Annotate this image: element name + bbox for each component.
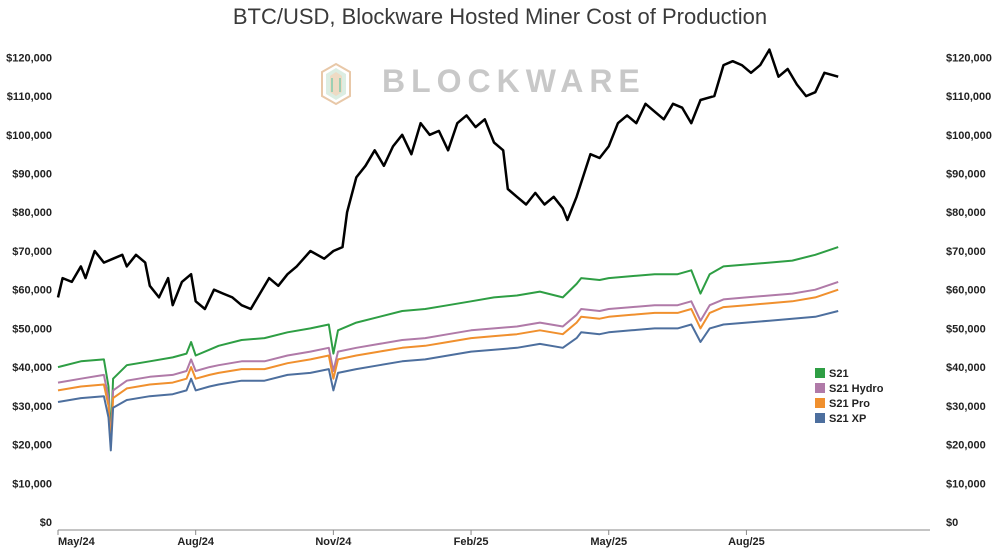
legend-label: S21 XP [829,413,866,425]
y-tick-label-right: $100,000 [946,130,992,142]
y-tick-label-left: $120,000 [6,52,52,64]
y-tick-label-right: $60,000 [946,285,986,297]
series-line-btc [56,48,839,311]
x-tick-label: May/25 [590,536,627,548]
y-tick-label-right: $120,000 [946,52,992,64]
blockware-logo-icon [321,62,351,106]
series-line-s21-xp [57,310,839,452]
y-tick-label-left: $90,000 [12,169,52,181]
x-tick-label: May/24 [58,536,96,548]
x-tick-label: Aug/25 [728,536,765,548]
legend-label: S21 Hydro [829,383,884,395]
legend-swatch [815,368,825,378]
chart-title: BTC/USD, Blockware Hosted Miner Cost of … [232,4,768,29]
y-tick-label-right: $90,000 [946,169,986,181]
blockware-watermark: BLOCKWARE [321,62,646,106]
legend-swatch [815,383,825,393]
y-tick-label-right: $10,000 [946,478,986,490]
legend-label: S21 [829,368,849,380]
legend-swatch [815,413,825,423]
y-tick-label-right: $30,000 [946,401,986,413]
x-tick-label: Feb/25 [454,536,489,548]
y-tick-label-right: $70,000 [946,246,986,258]
series-line-s21-pro [57,288,839,448]
legend-label: S21 Pro [829,398,870,410]
y-tick-label-left: $10,000 [12,478,52,490]
y-tick-label-right: $80,000 [946,207,986,219]
y-tick-label-left: $0 [40,517,52,529]
y-tick-label-left: $70,000 [12,246,52,258]
y-tick-label-left: $30,000 [12,401,52,413]
y-tick-label-left: $20,000 [12,440,52,452]
series-line-s21-hydro [57,280,839,446]
y-tick-label-left: $100,000 [6,130,52,142]
y-tick-label-right: $0 [946,517,958,529]
y-tick-label-left: $80,000 [12,207,52,219]
y-tick-label-right: $40,000 [946,362,986,374]
y-tick-label-right: $110,000 [946,91,991,103]
legend-swatch [815,398,825,408]
x-tick-label: Aug/24 [177,536,215,548]
y-tick-label-left: $50,000 [12,323,52,335]
x-tick-label: Nov/24 [315,536,352,548]
y-tick-label-right: $20,000 [946,440,986,452]
y-tick-label-right: $50,000 [946,323,986,335]
y-tick-label-left: $110,000 [7,91,52,103]
y-tick-label-left: $40,000 [12,362,52,374]
watermark-text: BLOCKWARE [382,63,646,99]
y-tick-label-left: $60,000 [12,285,52,297]
series-line-s21 [57,246,839,438]
